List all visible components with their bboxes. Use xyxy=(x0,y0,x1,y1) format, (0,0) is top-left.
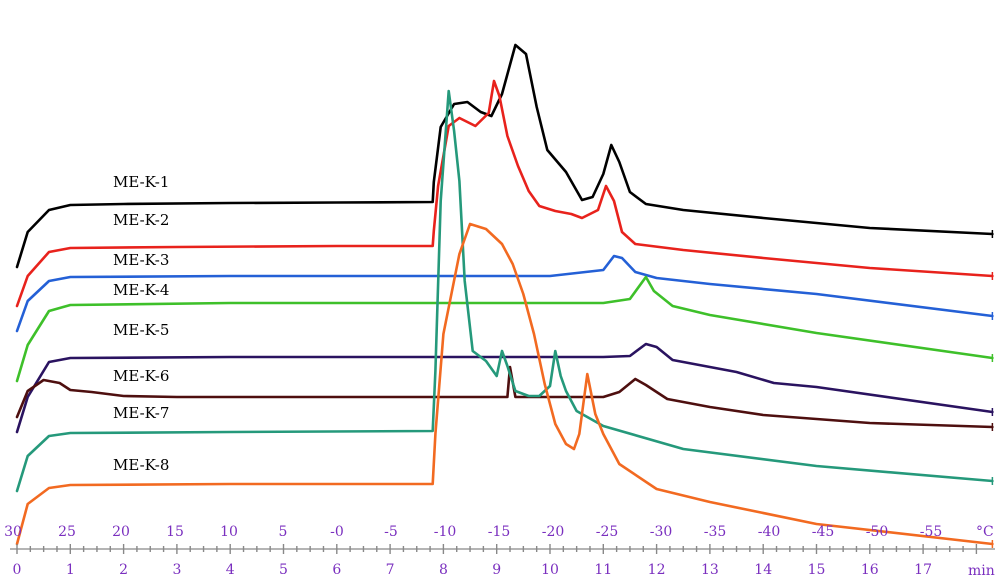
time-tick-label: 15 xyxy=(808,562,826,578)
series-label: ME-K-2 xyxy=(113,211,169,229)
temperature-tick-label: 30 xyxy=(4,524,22,540)
time-tick-label: 11 xyxy=(594,562,612,578)
series-label: ME-K-4 xyxy=(113,281,169,299)
time-tick-label: 4 xyxy=(226,562,235,578)
temperature-tick-label: -10 xyxy=(434,524,457,540)
temperature-unit-label: °C xyxy=(976,524,994,540)
series-labels: ME-K-1 ME-K-2 ME-K-3 ME-K-4 ME-K-5 ME-K-6 ME-K… xyxy=(113,173,169,474)
time-tick-label: 10 xyxy=(541,562,559,578)
temperature-tick-label: -0 xyxy=(330,524,344,540)
series-label: ME-K-5 xyxy=(113,321,169,339)
curves-group xyxy=(15,43,994,548)
time-tick-label: 0 xyxy=(13,562,22,578)
time-tick-label: 5 xyxy=(279,562,288,578)
series-line-me-k-7 xyxy=(15,89,994,493)
series-label: ME-K-6 xyxy=(113,367,169,385)
series-label: ME-K-8 xyxy=(113,456,169,474)
time-tick-label: 2 xyxy=(119,562,128,578)
temperature-tick-label: 15 xyxy=(166,524,184,540)
temperature-tick-label: -30 xyxy=(650,524,673,540)
series-label: ME-K-3 xyxy=(113,251,169,269)
time-tick-label: 8 xyxy=(439,562,448,578)
series-line-me-k-3 xyxy=(15,254,994,333)
time-tick-label: 14 xyxy=(754,562,772,578)
time-tick-label: 13 xyxy=(701,562,719,578)
temperature-tick-label: 20 xyxy=(112,524,130,540)
temperature-tick-label: -45 xyxy=(812,524,835,540)
temperature-tick-label: 10 xyxy=(220,524,238,540)
time-tick-label: 9 xyxy=(492,562,501,578)
temperature-tick-label: -5 xyxy=(384,524,398,540)
time-tick-label: 7 xyxy=(386,562,395,578)
temperature-tick-label: -20 xyxy=(542,524,565,540)
time-tick-label: 6 xyxy=(332,562,341,578)
time-tick-label: 1 xyxy=(66,562,75,578)
time-tick-label: 17 xyxy=(914,562,932,578)
series-line-me-k-4 xyxy=(15,275,994,383)
series-line-me-k-8 xyxy=(15,222,994,546)
series-label: ME-K-1 xyxy=(113,173,169,191)
temperature-tick-label: 5 xyxy=(279,524,288,540)
temperature-tick-label: -40 xyxy=(758,524,781,540)
time-tick-label: 12 xyxy=(648,562,666,578)
temperature-tick-label: -55 xyxy=(920,524,943,540)
series-line-me-k-5 xyxy=(15,342,994,434)
temperature-tick-label: 25 xyxy=(58,524,76,540)
time-tick-label: 3 xyxy=(172,562,181,578)
series-line-me-k-1 xyxy=(15,43,994,269)
temperature-tick-label: -35 xyxy=(704,524,727,540)
temperature-tick-label: -15 xyxy=(488,524,511,540)
series-line-me-k-2 xyxy=(15,79,994,308)
temperature-tick-label: -50 xyxy=(866,524,889,540)
series-label: ME-K-7 xyxy=(113,404,169,422)
time-tick-label: 16 xyxy=(861,562,879,578)
series-line-me-k-6 xyxy=(15,365,994,429)
time-unit-label: min xyxy=(968,563,995,578)
temperature-tick-label: -25 xyxy=(596,524,619,540)
